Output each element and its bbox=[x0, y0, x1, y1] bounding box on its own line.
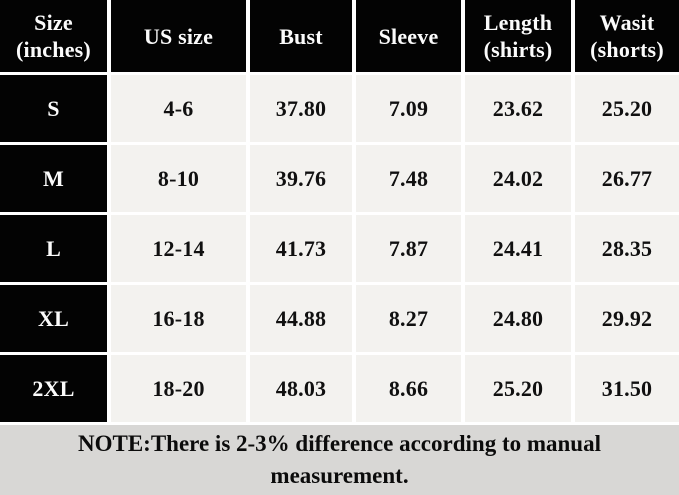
cell-2xl-us-size: 18-20 bbox=[111, 355, 246, 422]
row-header-s: S bbox=[0, 75, 107, 142]
cell-2xl-waist: 31.50 bbox=[575, 355, 679, 422]
cell-s-bust: 37.80 bbox=[250, 75, 352, 142]
cell-m-length: 24.02 bbox=[465, 145, 571, 212]
row-header-m: M bbox=[0, 145, 107, 212]
cell-2xl-bust: 48.03 bbox=[250, 355, 352, 422]
header-cell-wasit-shorts: Wasit (shorts) bbox=[575, 0, 679, 72]
cell-l-us-size: 12-14 bbox=[111, 215, 246, 282]
cell-xl-bust: 44.88 bbox=[250, 285, 352, 352]
cell-l-bust: 41.73 bbox=[250, 215, 352, 282]
cell-xl-length: 24.80 bbox=[465, 285, 571, 352]
measurement-note-text: NOTE:There is 2-3% difference according … bbox=[78, 431, 601, 488]
measurement-note: NOTE:There is 2-3% difference according … bbox=[0, 425, 679, 495]
header-cell-sleeve: Sleeve bbox=[356, 0, 461, 72]
header-cell-size-inches: Size (inches) bbox=[0, 0, 107, 72]
cell-s-us-size: 4-6 bbox=[111, 75, 246, 142]
size-table: Size (inches) US size Bust Sleeve Length… bbox=[0, 0, 679, 422]
cell-s-sleeve: 7.09 bbox=[356, 75, 461, 142]
cell-2xl-sleeve: 8.66 bbox=[356, 355, 461, 422]
cell-m-sleeve: 7.48 bbox=[356, 145, 461, 212]
cell-s-waist: 25.20 bbox=[575, 75, 679, 142]
cell-l-length: 24.41 bbox=[465, 215, 571, 282]
cell-m-us-size: 8-10 bbox=[111, 145, 246, 212]
row-header-xl: XL bbox=[0, 285, 107, 352]
cell-2xl-length: 25.20 bbox=[465, 355, 571, 422]
cell-m-bust: 39.76 bbox=[250, 145, 352, 212]
cell-l-waist: 28.35 bbox=[575, 215, 679, 282]
cell-xl-sleeve: 8.27 bbox=[356, 285, 461, 352]
header-cell-bust: Bust bbox=[250, 0, 352, 72]
cell-l-sleeve: 7.87 bbox=[356, 215, 461, 282]
cell-s-length: 23.62 bbox=[465, 75, 571, 142]
cell-xl-waist: 29.92 bbox=[575, 285, 679, 352]
row-header-2xl: 2XL bbox=[0, 355, 107, 422]
row-header-l: L bbox=[0, 215, 107, 282]
cell-m-waist: 26.77 bbox=[575, 145, 679, 212]
header-cell-us-size: US size bbox=[111, 0, 246, 72]
cell-xl-us-size: 16-18 bbox=[111, 285, 246, 352]
header-cell-length-shirts: Length (shirts) bbox=[465, 0, 571, 72]
